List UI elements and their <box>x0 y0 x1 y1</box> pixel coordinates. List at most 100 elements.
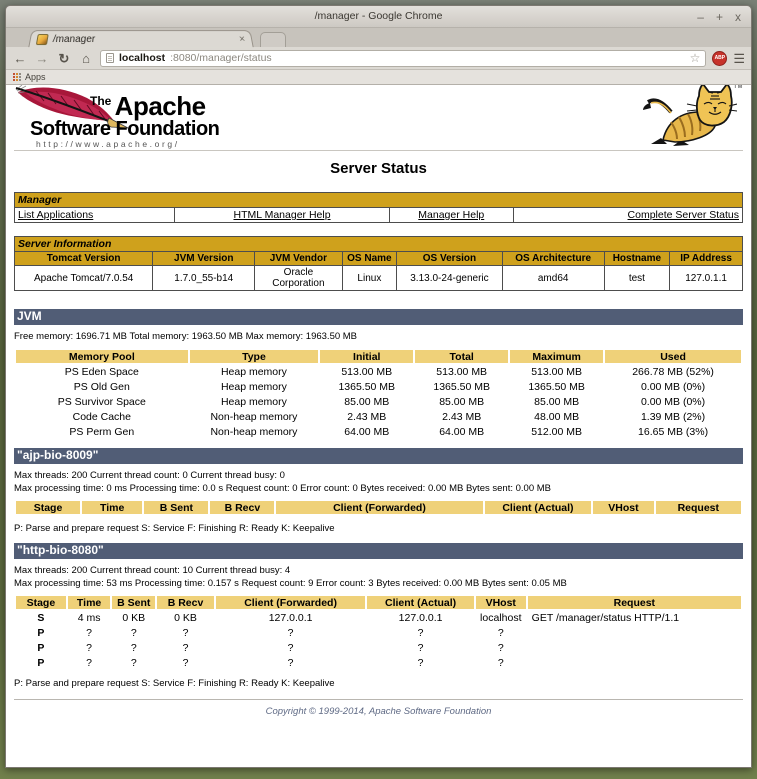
table-row: Code Cache Non-heap memory 2.43 MB 2.43 MB 4… <box>16 410 741 423</box>
navigation-toolbar: ← → ↻ ⌂ localhost :8080/manager/status ☆… <box>6 47 751 70</box>
window-title: /manager - Google Chrome <box>314 10 443 22</box>
col-client-actual: Client (Actual) <box>484 501 592 514</box>
window-titlebar[interactable]: /manager - Google Chrome – + x <box>6 6 751 28</box>
cell: ? <box>287 656 294 669</box>
cell: ? <box>182 656 189 669</box>
tomcat-logo[interactable]: TM <box>641 85 743 148</box>
cell: ? <box>86 656 93 669</box>
cell: ? <box>130 656 137 669</box>
col-jvm-version: JVM Version <box>152 251 256 266</box>
request-row: P?????? <box>16 656 741 669</box>
forward-icon[interactable]: → <box>35 50 49 66</box>
table-row: PS Survivor Space Heap memory 85.00 MB 85.0… <box>16 395 741 408</box>
col-b-sent: B Sent <box>144 501 209 514</box>
http-request-table: Stage Time B Sent B Recv Client (Forward… <box>14 594 743 671</box>
adblock-icon[interactable]: ABP <box>712 50 728 66</box>
val-ip-address: 127.0.1.1 <box>669 265 743 291</box>
logo-row: The Apache Software Foundation http://ww… <box>14 85 743 149</box>
address-bar[interactable]: localhost :8080/manager/status ☆ <box>100 49 707 67</box>
col-stage: Stage <box>16 501 80 514</box>
val-os-name: Linux <box>341 265 398 291</box>
cell: 127.0.0.1 <box>398 611 443 624</box>
new-tab-button[interactable] <box>260 32 286 47</box>
cell: 1365.50 MB <box>433 380 490 393</box>
cell: ? <box>497 656 504 669</box>
reload-icon[interactable]: ↻ <box>58 50 70 66</box>
home-icon[interactable]: ⌂ <box>82 50 90 66</box>
server-info-table: Server Information Tomcat Version JVM Ve… <box>13 236 743 291</box>
table-row: PS Perm Gen Non-heap memory 64.00 MB 64.00 … <box>16 425 741 438</box>
col-hostname: Hostname <box>603 251 671 266</box>
val-jvm-vendor: Oracle Corporation <box>254 265 343 291</box>
val-tomcat-version: Apache Tomcat/7.0.54 <box>13 265 154 291</box>
cell: 85.00 MB <box>344 395 390 408</box>
cell-stage: P <box>37 641 45 654</box>
col-os-name: OS Name <box>341 251 398 266</box>
ajp-section-title: "ajp-bio-8009" <box>17 448 99 462</box>
cell: 85.00 MB <box>534 395 580 408</box>
cell-stage: P <box>37 656 45 669</box>
bookmark-star-icon[interactable]: ☆ <box>689 51 701 65</box>
cell: Non-heap memory <box>210 425 298 438</box>
tomcat-cat-icon <box>643 85 738 146</box>
tab-manager[interactable]: /manager × <box>28 30 254 48</box>
cell: PS Perm Gen <box>69 425 135 438</box>
cell-request <box>528 641 741 654</box>
cell: 16.65 MB (3%) <box>638 425 709 438</box>
menu-icon[interactable]: ☰ <box>733 50 745 66</box>
cell: ? <box>417 641 424 654</box>
cell: 64.00 MB <box>344 425 390 438</box>
cell: Non-heap memory <box>210 410 298 423</box>
tab-close-icon[interactable]: × <box>238 33 247 45</box>
col-time: Time <box>81 501 143 514</box>
asf-the: The <box>90 94 115 108</box>
trademark-label: TM <box>733 85 743 90</box>
request-row: P?????? <box>16 626 741 639</box>
ajp-processing-line: Max processing time: 0 ms Processing tim… <box>14 483 551 494</box>
col-memory-pool: Memory Pool <box>16 350 188 363</box>
bookmarks-bar: Apps <box>6 70 751 85</box>
ajp-request-table: Stage Time B Sent B Recv Client (Forward… <box>14 499 743 516</box>
cell: ? <box>417 626 424 639</box>
col-request: Request <box>527 596 741 609</box>
apps-label[interactable]: Apps <box>25 72 46 82</box>
cell: 85.00 MB <box>439 395 485 408</box>
cell: 48.00 MB <box>534 410 580 423</box>
cell: 0 KB <box>122 611 146 624</box>
url-host: localhost <box>119 52 166 64</box>
asf-apache: Apache <box>114 91 206 121</box>
link-complete-server-status[interactable]: Complete Server Status <box>627 209 739 221</box>
server-info-row: Apache Tomcat/7.0.54 1.7.0_55-b14 Oracle… <box>13 265 743 291</box>
tomcat-favicon-icon <box>35 33 49 45</box>
cell: 4 ms <box>77 611 101 624</box>
cell: 1365.50 MB <box>338 380 396 393</box>
maximize-button[interactable]: + <box>715 10 723 24</box>
cell: 0.00 MB (0%) <box>640 380 706 393</box>
col-jvm-vendor: JVM Vendor <box>254 251 343 266</box>
server-info-section-header: Server Information <box>14 236 743 252</box>
cell: ? <box>130 626 137 639</box>
col-total: Total <box>415 350 509 363</box>
minimize-button[interactable]: – <box>697 10 704 24</box>
cell: 0.00 MB (0%) <box>640 395 706 408</box>
col-client-forwarded: Client (Forwarded) <box>215 596 366 609</box>
cell: 1.39 MB (2%) <box>640 410 706 423</box>
col-client-actual: Client (Actual) <box>367 596 474 609</box>
jvm-memory-line: Free memory: 1696.71 MB Total memory: 19… <box>14 331 358 342</box>
ajp-section-bar: "ajp-bio-8009" <box>14 448 743 464</box>
col-vhost: VHost <box>593 501 654 514</box>
cell: ? <box>86 641 93 654</box>
back-icon[interactable]: ← <box>13 50 27 66</box>
manager-table: Manager List Applications HTML Manager H… <box>13 192 744 223</box>
copyright-text: Copyright © 1999-2014, Apache Software F… <box>265 706 492 717</box>
apache-logo[interactable]: The Apache Software Foundation http://ww… <box>14 85 314 149</box>
link-list-applications[interactable]: List Applications <box>18 209 94 221</box>
ajp-stage-legend: P: Parse and prepare request S: Service … <box>14 523 335 534</box>
val-jvm-version: 1.7.0_55-b14 <box>152 265 256 291</box>
memory-pool-table: Memory Pool Type Initial Total Maximum U… <box>14 348 743 440</box>
close-button[interactable]: x <box>735 10 741 24</box>
browser-window: /manager - Google Chrome – + x /manager … <box>5 5 752 768</box>
link-html-manager-help[interactable]: HTML Manager Help <box>233 209 331 221</box>
link-manager-help[interactable]: Manager Help <box>418 209 485 221</box>
asf-software-foundation: Software Foundation <box>30 118 220 140</box>
